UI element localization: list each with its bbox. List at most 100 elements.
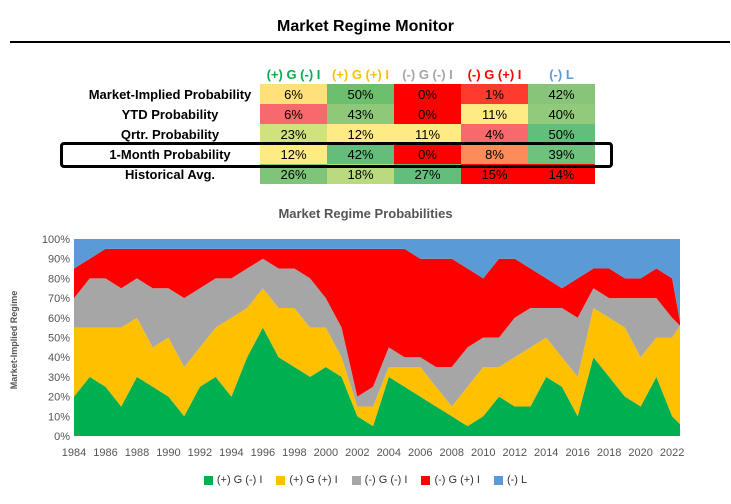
y-tick-label: 70% bbox=[48, 293, 70, 305]
table-cell: 11% bbox=[394, 124, 461, 144]
legend-swatch bbox=[421, 475, 431, 485]
table-cell: 14% bbox=[528, 164, 595, 184]
table-cell: 42% bbox=[327, 144, 394, 164]
row-label: Qrtr. Probability bbox=[120, 126, 220, 142]
table-cell: 4% bbox=[461, 124, 528, 144]
y-tick-label: 40% bbox=[48, 352, 70, 364]
x-tick-label: 2000 bbox=[314, 447, 338, 459]
y-tick-label: 0% bbox=[54, 431, 70, 443]
area-series bbox=[74, 327, 680, 436]
column-header: (+) G (+) I bbox=[331, 66, 390, 82]
legend-item: (-) L bbox=[493, 474, 528, 486]
table-cell: 50% bbox=[327, 84, 394, 104]
y-tick-label: 60% bbox=[48, 313, 70, 325]
legend-item: (+) G (-) I bbox=[203, 474, 263, 486]
legend-swatch bbox=[203, 475, 213, 485]
x-tick-label: 2016 bbox=[565, 447, 589, 459]
legend-item: (-) G (-) I bbox=[351, 474, 408, 486]
table-cell: 6% bbox=[260, 84, 327, 104]
column-header: (-) G (-) I bbox=[402, 66, 453, 82]
row-label: YTD Probability bbox=[121, 106, 219, 122]
area-series bbox=[74, 248, 680, 397]
legend-label: (+) G (+) I bbox=[289, 474, 338, 486]
y-tick-label: 80% bbox=[48, 273, 70, 285]
table-cell: 27% bbox=[394, 164, 461, 184]
x-tick-label: 2020 bbox=[628, 447, 652, 459]
title-rule bbox=[10, 41, 730, 43]
table-cell: 12% bbox=[260, 144, 327, 164]
x-tick-label: 1998 bbox=[282, 447, 306, 459]
row-label: Market-Implied Probability bbox=[88, 86, 252, 102]
x-tick-label: 2008 bbox=[440, 447, 464, 459]
table-row: YTD Probability 6% 43% 0% 11% 40% bbox=[80, 104, 595, 124]
row-label: 1-Month Probability bbox=[109, 146, 231, 162]
table-cell: 11% bbox=[461, 104, 528, 124]
x-tick-label: 1990 bbox=[156, 447, 180, 459]
x-tick-label: 1986 bbox=[93, 447, 117, 459]
x-tick-label: 2018 bbox=[597, 447, 621, 459]
y-tick-label: 30% bbox=[48, 372, 70, 384]
y-tick-label: 20% bbox=[48, 392, 70, 404]
legend-item: (+) G (+) I bbox=[276, 474, 338, 486]
legend-swatch bbox=[276, 475, 286, 485]
legend-label: (+) G (-) I bbox=[216, 474, 263, 486]
x-tick-label: 1992 bbox=[188, 447, 212, 459]
page-title: Market Regime Monitor bbox=[277, 18, 454, 35]
table-cell: 43% bbox=[327, 104, 394, 124]
table-row: Historical Avg. 26% 18% 27% 15% 14% bbox=[80, 164, 595, 184]
area-series bbox=[74, 258, 680, 407]
row-label: Historical Avg. bbox=[124, 166, 216, 182]
y-tick-label: 10% bbox=[48, 411, 70, 423]
y-tick-label: 90% bbox=[48, 254, 70, 266]
table-cell: 0% bbox=[394, 144, 461, 164]
table-row: 1-Month Probability 12% 42% 0% 8% 39% bbox=[80, 144, 595, 164]
table-cell: 42% bbox=[528, 84, 595, 104]
column-header: (-) G (+) I bbox=[467, 66, 522, 82]
table-cell: 1% bbox=[461, 84, 528, 104]
regime-table: (+) G (-) I (+) G (+) I (-) G (-) I (-) … bbox=[80, 64, 595, 184]
legend-item: (-) G (+) I bbox=[421, 474, 480, 486]
table-cell: 15% bbox=[461, 164, 528, 184]
table-cell: 0% bbox=[394, 84, 461, 104]
column-header: (+) G (-) I bbox=[266, 66, 321, 82]
table-cell: 23% bbox=[260, 124, 327, 144]
table-cell: 40% bbox=[528, 104, 595, 124]
x-tick-label: 2010 bbox=[471, 447, 495, 459]
legend-label: (-) G (+) I bbox=[434, 474, 480, 486]
column-header: (-) L bbox=[549, 66, 574, 82]
chart-title: Market Regime Probabilities bbox=[278, 206, 453, 221]
table-row: Market-Implied Probability 6% 50% 0% 1% … bbox=[80, 84, 595, 104]
x-tick-label: 2002 bbox=[345, 447, 369, 459]
x-tick-label: 2014 bbox=[534, 447, 558, 459]
table-cell: 6% bbox=[260, 104, 327, 124]
legend-swatch bbox=[493, 475, 503, 485]
x-tick-label: 1984 bbox=[62, 447, 86, 459]
x-tick-label: 1988 bbox=[125, 447, 149, 459]
table-cell: 12% bbox=[327, 124, 394, 144]
table-cell: 8% bbox=[461, 144, 528, 164]
area-series bbox=[74, 239, 680, 322]
x-tick-label: 2006 bbox=[408, 447, 432, 459]
table-header-row: (+) G (-) I (+) G (+) I (-) G (-) I (-) … bbox=[80, 64, 595, 84]
table-cell: 0% bbox=[394, 104, 461, 124]
y-tick-label: 50% bbox=[48, 333, 70, 345]
x-tick-label: 2022 bbox=[660, 447, 684, 459]
x-tick-label: 1994 bbox=[219, 447, 243, 459]
legend-label: (-) L bbox=[506, 474, 528, 486]
y-tick-label: 100% bbox=[42, 234, 70, 246]
table-cell: 26% bbox=[260, 164, 327, 184]
table-row: Qrtr. Probability 23% 12% 11% 4% 50% bbox=[80, 124, 595, 144]
one-month-highlight-box bbox=[60, 142, 613, 168]
regime-area-chart: 0% 10% 20% 30% 40% 50% 60% 70% 80% 90% 100% 1984 198… bbox=[42, 234, 685, 459]
x-tick-label: 1996 bbox=[251, 447, 275, 459]
area-series bbox=[74, 288, 680, 427]
legend-label: (-) G (-) I bbox=[364, 474, 408, 486]
x-tick-label: 2004 bbox=[377, 447, 401, 459]
x-tick-label: 2012 bbox=[502, 447, 526, 459]
table-corner bbox=[80, 64, 260, 84]
table-cell: 18% bbox=[327, 164, 394, 184]
legend-swatch bbox=[351, 475, 361, 485]
chart-legend: (+) G (-) I (+) G (+) I (-) G (-) I (-) G (… bbox=[0, 474, 731, 486]
table-cell: 50% bbox=[528, 124, 595, 144]
table-cell: 39% bbox=[528, 144, 595, 164]
